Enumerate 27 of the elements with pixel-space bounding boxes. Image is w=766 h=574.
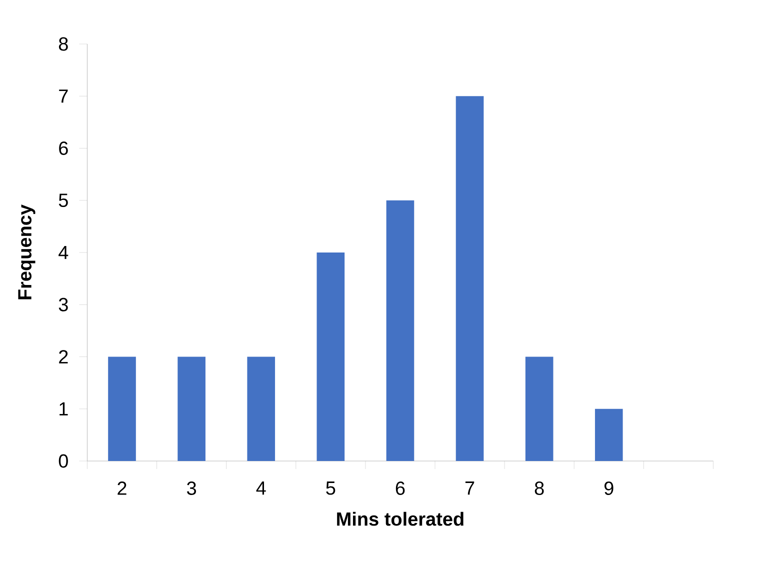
bar (247, 356, 276, 461)
x-axis-title: Mins tolerated (337, 512, 464, 526)
y-tick-label: 6 (59, 142, 68, 155)
y-tick-label: 8 (58, 37, 68, 51)
y-tick-label: 0 (58, 454, 68, 468)
bar (386, 200, 414, 461)
x-tick-label: 2 (118, 482, 126, 495)
x-tick-label: 5 (326, 482, 336, 495)
x-tick-label: 9 (604, 482, 614, 495)
y-tick-label: 5 (58, 194, 68, 208)
bar (178, 356, 206, 461)
bar (525, 356, 554, 461)
x-tick-label: 4 (256, 482, 266, 495)
x-tick-label: 8 (534, 482, 544, 495)
y-tick-label: 4 (58, 246, 68, 260)
bar (108, 356, 136, 461)
x-tick-label: 7 (465, 482, 474, 495)
x-tick-label: 6 (396, 482, 405, 495)
bar (594, 408, 623, 461)
x-tick-label: 3 (186, 482, 196, 495)
bar (456, 96, 484, 461)
y-tick-label: 2 (59, 350, 68, 364)
bar (316, 252, 345, 461)
y-tick-label: 3 (58, 298, 68, 312)
y-tick-label: 7 (59, 90, 68, 103)
y-axis-title: Frequency (18, 204, 36, 300)
y-tick-label: 1 (60, 402, 68, 416)
